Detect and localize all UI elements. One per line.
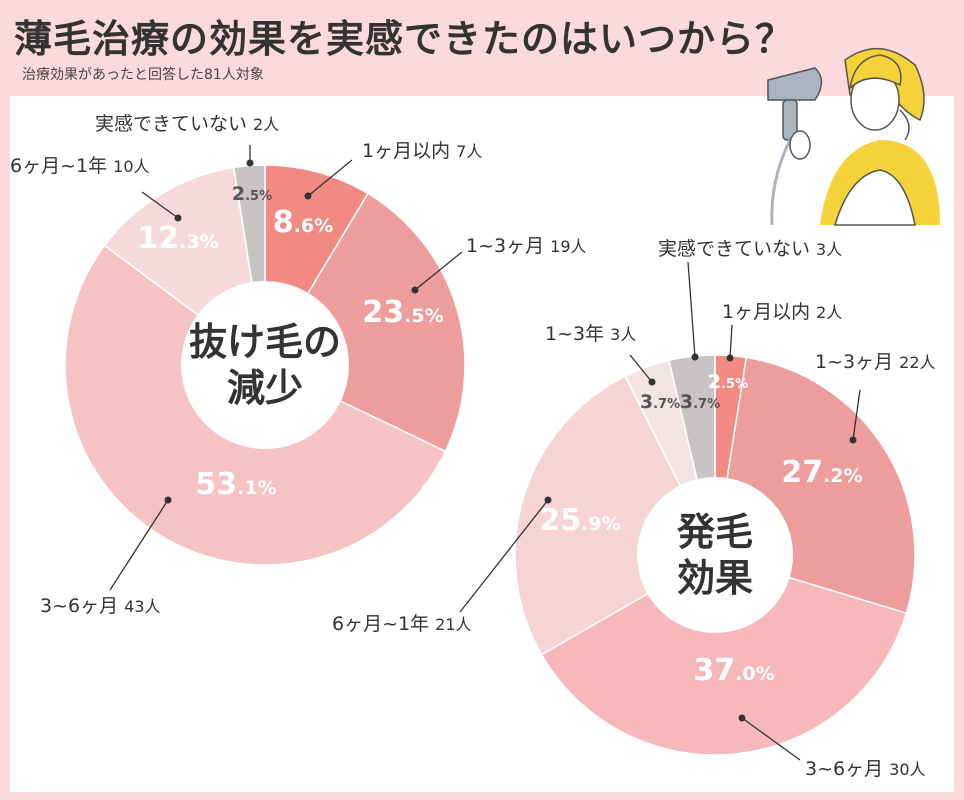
pie1-pct-label-1: 8.6% [273,205,333,240]
pie2-leader-6 [687,261,696,358]
pie2-leader-dot-6 [691,353,699,361]
pie1-pct-label-2: 23.5% [362,295,443,330]
pie2-callout-4: 6ヶ月~1年 21人 [332,613,472,635]
pie2-leader-1 [729,324,733,359]
pie2-callout-6: 実感できていない 3人 [658,238,842,260]
pie1-leader-dot-4 [174,214,182,222]
pie2-slice-4 [514,375,716,656]
pie2-pct-label-3: 37.0% [693,653,774,688]
pie1-pct-label-5: 2.5% [232,183,272,205]
pie2-center-label: 効果 [677,556,753,600]
pie2-pct-label-2: 27.2% [781,455,862,490]
pie1-leader-4 [141,191,179,219]
pie2-pct-label-5: 3.7% [640,391,680,413]
pie1-pct-label-4: 12.3% [137,221,218,256]
pie2-leader-dot-4 [544,496,552,504]
pie2-leader-dot-5 [648,378,656,386]
pie2-leader-dot-3 [738,714,746,722]
pie2-pct-label-1: 2.5% [708,371,748,393]
pie1-callout-2: 1~3ヶ月 19人 [466,235,587,257]
pie1-callout-4: 6ヶ月~1年 10人 [10,155,150,177]
pie1-center-label: 減少 [227,366,303,410]
pie2-leader-5 [629,354,653,383]
pie2-pct-label-4: 25.9% [539,503,620,538]
pie2-callout-1: 1ヶ月以内 2人 [722,301,842,323]
pie1-leader-dot-1 [304,192,312,200]
pie1-leader-1 [307,159,353,197]
pie2-leader-dot-2 [849,436,857,444]
pie2-callout-2: 1~3ヶ月 22人 [815,351,936,373]
hair-dryer-woman-illustration [767,48,940,226]
page-subtitle: 治療効果があったと回答した81人対象 [22,67,264,83]
pie2-leader-4 [459,499,549,613]
pie2-callout-5: 1~3年 3人 [545,323,636,345]
pie1-leader-dot-2 [411,286,419,294]
pie1-callout-1: 1ヶ月以内 7人 [362,140,482,162]
pie1-hole [181,281,349,449]
pie1-callout-3: 3~6ヶ月 43人 [40,595,161,617]
pie2-leader-dot-1 [726,354,734,362]
pie1-leader-dot-5 [246,159,254,167]
pie2-callout-3: 3~6ヶ月 30人 [805,758,926,780]
pie1-pct-label-3: 53.1% [195,467,276,502]
pie1-center-label: 抜け毛の [189,320,341,364]
pie1-leader-3 [109,499,169,591]
pie2-pct-label-6: 3.7% [680,391,720,413]
pie2-center-label: 発毛 [677,510,753,554]
pie1-leader-2 [414,251,463,291]
page-title: 薄毛治療の効果を実感できたのはいつから？ [14,17,795,61]
pie2-leader-2 [852,389,861,441]
pie2-hole [637,477,793,633]
pie1-callout-5: 実感できていない 2人 [95,113,279,135]
pie1-leader-dot-3 [164,496,172,504]
pie2-slice-3 [540,554,908,756]
pie2-leader-3 [741,717,801,761]
